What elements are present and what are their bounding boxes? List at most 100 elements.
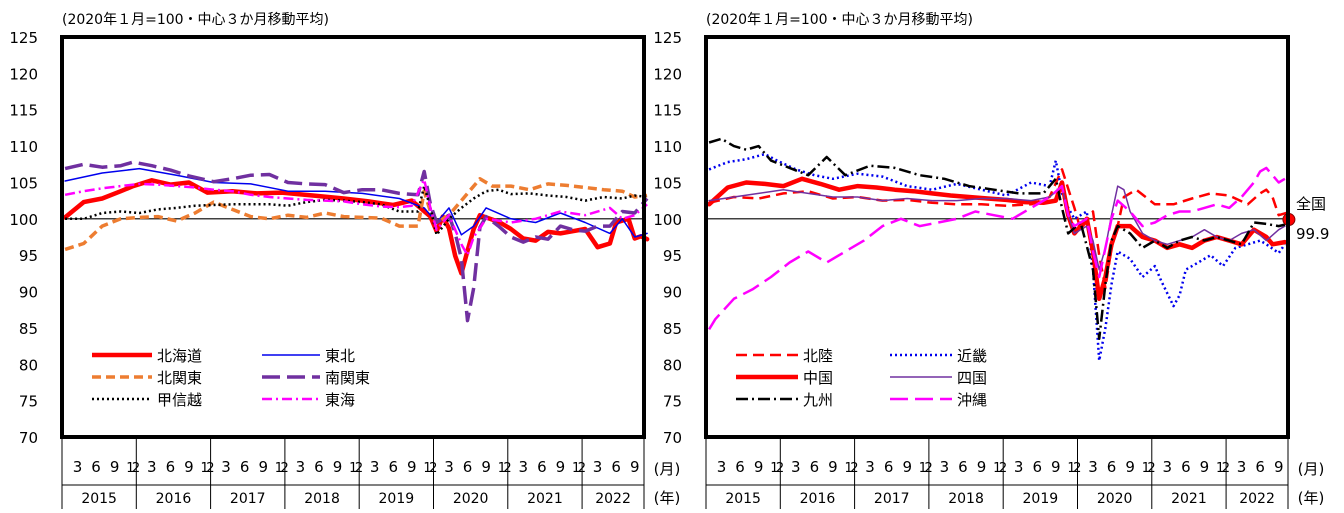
y-tick-label: 85 [19, 320, 38, 338]
plot-frame [704, 35, 1290, 439]
y-tick-label: 125 [653, 29, 682, 47]
month-tick-label: 12 [919, 461, 933, 476]
series-lines [706, 137, 1292, 362]
series-line-4 [708, 185, 1286, 271]
year-label: 2017 [230, 491, 266, 507]
month-tick-label: 6 [1107, 458, 1117, 476]
month-tick-label: 9 [110, 458, 120, 476]
x-month-labels: 3 6 9 12 3 6 9 12 3 6 9 12 3 6 9 12 3 6 9 12 3 6 9 12 3 6 9 12 3 6 9 [73, 458, 640, 476]
legend-label: 東海 [325, 391, 355, 409]
month-tick-label: 9 [902, 458, 912, 476]
y-tick-label: 125 [9, 29, 38, 47]
year-label: 2016 [156, 491, 192, 507]
x-year-labels: 2015 2016 2017 2018 2019 2020 2021 2022 [705, 437, 1289, 509]
month-tick-label: 9 [1125, 458, 1135, 476]
legend-label: 甲信越 [157, 391, 202, 409]
legend-label: 北陸 [803, 347, 833, 365]
month-tick-label: 9 [1274, 458, 1284, 476]
chart-note: (2020年１月=100・中心３か月移動平均) [62, 12, 329, 28]
month-tick-label: 12 [770, 461, 784, 476]
year-label: 2018 [948, 491, 984, 507]
legend-label: 東北 [325, 347, 355, 365]
month-tick-label: 9 [754, 458, 764, 476]
year-label: 2019 [379, 491, 415, 507]
y-tick-label: 90 [19, 284, 38, 302]
y-tick-label: 100 [653, 211, 682, 229]
plot-frame [60, 35, 646, 439]
legend-label: 九州 [803, 391, 833, 409]
month-unit-label: (月) [1298, 460, 1325, 478]
month-tick-label: 12 [1067, 461, 1081, 476]
national-label: 全国 [1296, 195, 1326, 213]
y-tick-label: 120 [9, 65, 38, 83]
month-tick-label: 3 [1162, 458, 1172, 476]
chart-note: (2020年１月=100・中心３か月移動平均) [706, 12, 973, 28]
year-label: 2015 [81, 491, 117, 507]
y-tick-label: 120 [653, 65, 682, 83]
month-tick-label: 12 [1216, 461, 1230, 476]
month-tick-label: 3 [444, 458, 454, 476]
month-tick-label: 9 [556, 458, 566, 476]
month-tick-label: 9 [977, 458, 987, 476]
month-tick-label: 6 [537, 458, 547, 476]
x-month-labels: 3 6 9 12 3 6 9 12 3 6 9 12 3 6 9 12 3 6 9 12 3 6 9 12 3 6 9 12 3 6 9 [717, 458, 1284, 476]
series-lines [62, 160, 650, 323]
year-label: 2018 [304, 491, 340, 507]
month-tick-label: 6 [1181, 458, 1191, 476]
series-line-1 [708, 168, 1292, 290]
y-tick-label: 110 [653, 138, 682, 156]
month-tick-label: 6 [735, 458, 745, 476]
y-tick-label: 105 [9, 174, 38, 192]
y-tick-label: 115 [653, 102, 682, 120]
year-label: 2020 [1097, 491, 1133, 507]
series-line-6 [64, 178, 648, 257]
month-tick-label: 12 [126, 461, 140, 476]
month-tick-label: 12 [349, 461, 363, 476]
month-tick-label: 6 [463, 458, 473, 476]
month-tick-label: 6 [884, 458, 894, 476]
month-tick-label: 3 [1014, 458, 1024, 476]
month-tick-label: 3 [73, 458, 83, 476]
month-tick-label: 6 [810, 458, 820, 476]
series-line-4 [64, 160, 649, 323]
y-tick-label: 70 [19, 429, 38, 447]
month-tick-label: 9 [1051, 458, 1061, 476]
y-tick-label: 90 [663, 284, 682, 302]
month-tick-label: 9 [184, 458, 194, 476]
month-tick-label: 3 [1237, 458, 1247, 476]
year-label: 2022 [1239, 491, 1275, 507]
year-unit-label: (年) [654, 489, 681, 507]
month-tick-label: 12 [993, 461, 1007, 476]
month-tick-label: 12 [1142, 461, 1156, 476]
month-tick-label: 9 [333, 458, 343, 476]
month-tick-label: 6 [1032, 458, 1042, 476]
year-label: 2015 [725, 491, 761, 507]
legend-label: 南関東 [325, 369, 370, 387]
month-tick-label: 9 [258, 458, 268, 476]
y-tick-label: 95 [663, 247, 682, 265]
y-tick-label: 115 [9, 102, 38, 120]
month-tick-label: 3 [370, 458, 380, 476]
month-tick-label: 9 [1200, 458, 1210, 476]
year-label: 2022 [595, 491, 631, 507]
month-tick-label: 6 [958, 458, 968, 476]
year-label: 2021 [527, 491, 563, 507]
month-tick-label: 3 [717, 458, 727, 476]
month-tick-label: 3 [791, 458, 801, 476]
series-line-5 [708, 137, 1286, 341]
y-tick-label: 75 [19, 393, 38, 411]
month-tick-label: 6 [91, 458, 101, 476]
y-tick-label: 110 [9, 138, 38, 156]
chart-panel-2: (2020年１月=100・中心３か月移動平均) 70 75 80 85 90 95 100 10… [653, 12, 1329, 509]
month-tick-label: 6 [1255, 458, 1265, 476]
year-label: 2021 [1171, 491, 1207, 507]
y-tick-label: 100 [9, 211, 38, 229]
month-tick-label: 9 [630, 458, 640, 476]
y-tick-label: 105 [653, 174, 682, 192]
month-tick-label: 12 [201, 461, 215, 476]
month-tick-label: 6 [314, 458, 324, 476]
